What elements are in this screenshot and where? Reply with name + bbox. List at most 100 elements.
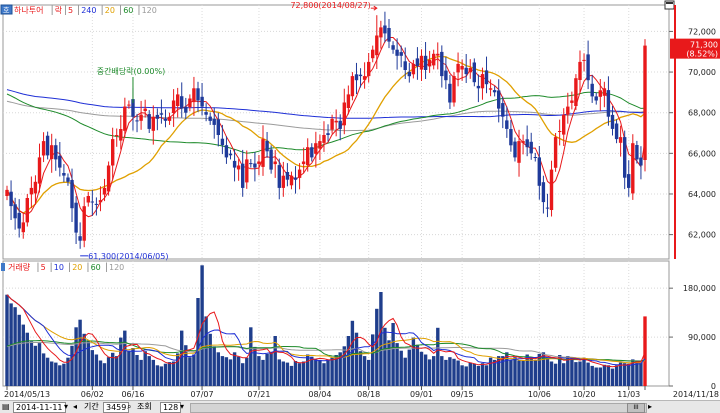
candle-body bbox=[41, 141, 46, 156]
volume-bar bbox=[423, 354, 428, 386]
vol-ma5-line bbox=[6, 294, 646, 368]
volume-bar bbox=[497, 356, 501, 386]
candle-body bbox=[383, 25, 387, 34]
candle-body bbox=[513, 141, 517, 158]
volume-bar bbox=[216, 352, 220, 386]
volume-bar bbox=[322, 363, 326, 386]
volume-bar bbox=[245, 357, 249, 386]
candle-body bbox=[509, 129, 513, 146]
candle-body bbox=[480, 74, 485, 89]
candle-body bbox=[204, 112, 208, 115]
candle-body bbox=[407, 71, 411, 77]
candle-body bbox=[350, 76, 355, 97]
volume-bar bbox=[155, 365, 160, 386]
candle-body bbox=[277, 165, 281, 188]
volume-bar bbox=[415, 344, 420, 386]
volume-bar bbox=[505, 352, 509, 386]
volume-bar bbox=[407, 349, 411, 386]
volume-bar bbox=[346, 336, 351, 386]
candle-body bbox=[171, 100, 176, 114]
volume-bar bbox=[448, 357, 452, 386]
price-scale bbox=[670, 5, 720, 386]
volume-settings-icon[interactable] bbox=[1, 263, 5, 271]
volume-bar bbox=[196, 298, 200, 386]
search-icon[interactable]: ⌕ bbox=[127, 402, 132, 411]
volume-bar bbox=[610, 368, 615, 386]
candle-body bbox=[375, 35, 379, 56]
candle-body bbox=[334, 120, 338, 123]
candle-body bbox=[236, 165, 241, 170]
date-dropdown-icon[interactable]: ▾ bbox=[64, 402, 69, 411]
price-tick-label: 66,000 bbox=[688, 149, 716, 158]
candle-body bbox=[362, 76, 367, 80]
volume-bar bbox=[86, 340, 90, 386]
candle-body bbox=[525, 139, 529, 148]
date-label: 07/21 bbox=[247, 390, 270, 399]
vol-ma20-line bbox=[6, 294, 646, 364]
candle-body bbox=[358, 74, 363, 77]
high-annotation: 72,800(2014/08/27) bbox=[290, 1, 370, 10]
date-label: 11/03 bbox=[617, 390, 640, 399]
volume-bar bbox=[192, 354, 196, 386]
count-field[interactable]: 3459 bbox=[103, 402, 130, 413]
volume-bar bbox=[127, 350, 131, 386]
high-arrow-icon bbox=[373, 5, 378, 11]
candle-body bbox=[464, 67, 468, 75]
candle-body bbox=[314, 143, 318, 154]
volume-bar bbox=[314, 359, 318, 386]
date-field[interactable]: 2014-11-11 bbox=[13, 402, 66, 413]
lookup-button[interactable]: 조회 bbox=[137, 402, 152, 411]
date-prev-icon[interactable]: ▤ bbox=[2, 402, 10, 411]
settings-glyph: 호 bbox=[3, 7, 10, 15]
legend-item: 20 bbox=[105, 6, 115, 15]
legend-separator: │ bbox=[137, 5, 142, 15]
volume-bar bbox=[257, 356, 261, 386]
volume-bar bbox=[58, 365, 62, 386]
volume-bar bbox=[586, 362, 590, 386]
volume-bar bbox=[464, 366, 468, 386]
legend-item: 5 bbox=[68, 6, 73, 15]
legend-separator: │ bbox=[50, 5, 55, 15]
candle-body bbox=[529, 141, 533, 154]
candle-body bbox=[456, 63, 460, 73]
candle-body bbox=[74, 202, 78, 233]
volume-bar bbox=[277, 359, 281, 386]
candle-body bbox=[54, 145, 58, 160]
volume-bar bbox=[82, 333, 86, 386]
volume-bar bbox=[241, 363, 245, 386]
candle-body bbox=[151, 116, 155, 131]
volume-bar bbox=[98, 360, 103, 386]
candle-body bbox=[139, 114, 143, 121]
scroll-right-icon[interactable]: ▸ bbox=[648, 402, 653, 411]
zoom-dropdown-icon[interactable]: ▾ bbox=[180, 402, 185, 411]
candle-body bbox=[354, 74, 359, 81]
volume-bar bbox=[468, 362, 472, 386]
candle-body bbox=[37, 157, 42, 184]
volume-bar bbox=[419, 351, 424, 386]
volume-bar bbox=[50, 361, 54, 386]
volume-bar bbox=[440, 356, 444, 386]
candle-body bbox=[582, 59, 586, 61]
volume-bar bbox=[45, 357, 50, 386]
volume-bar bbox=[306, 354, 310, 386]
candle-body bbox=[318, 141, 322, 149]
volume-bar bbox=[261, 359, 265, 386]
prev-button[interactable]: ◂ bbox=[73, 402, 78, 411]
candle-body bbox=[460, 66, 464, 70]
zoom-field[interactable]: 128 bbox=[160, 402, 182, 413]
volume-bar bbox=[70, 345, 74, 386]
candle-body bbox=[488, 88, 493, 90]
candle-body bbox=[586, 54, 590, 81]
candle-body bbox=[184, 106, 188, 113]
volume-bar bbox=[371, 334, 375, 386]
volume-bar bbox=[358, 351, 363, 386]
candle-body bbox=[17, 212, 21, 229]
candle-body bbox=[155, 114, 160, 119]
volume-bar bbox=[513, 357, 517, 386]
volume-bar bbox=[54, 362, 58, 386]
candle-body bbox=[111, 139, 115, 166]
volume-bar bbox=[623, 363, 627, 386]
volume-bar bbox=[484, 365, 489, 386]
chart-settings-icon[interactable] bbox=[0, 4, 13, 15]
price-tick-label: 64,000 bbox=[688, 190, 716, 199]
